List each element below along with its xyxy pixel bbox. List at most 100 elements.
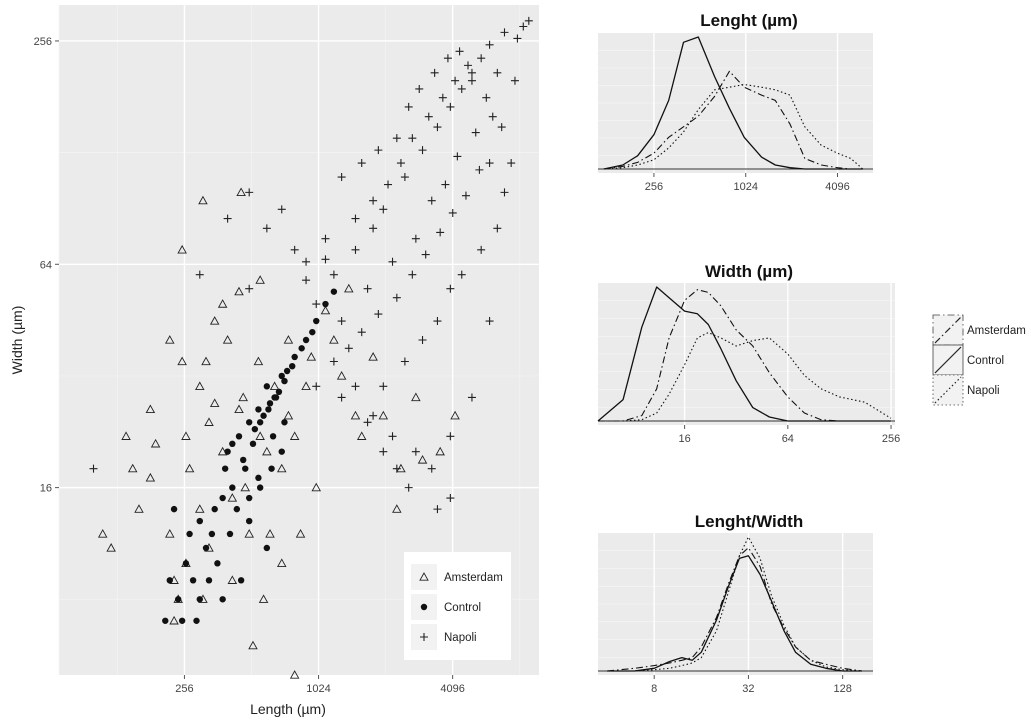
amsterdam-point (306, 352, 317, 361)
napoli-point (446, 102, 455, 111)
amsterdam-point (145, 472, 156, 482)
napoli-point (513, 34, 522, 43)
amsterdam-point (417, 455, 428, 464)
density-panel-length: Lenght (µm) 256 1024 4096 (598, 11, 873, 193)
legend-label: Amsterdam (444, 572, 503, 584)
control-point (245, 517, 253, 525)
x-tick-label: 64 (782, 433, 794, 445)
napoli-point (369, 224, 378, 233)
napoli-point (451, 76, 460, 85)
napoli-point (321, 234, 330, 243)
napoli-point (89, 464, 98, 473)
density-lines-length (603, 36, 864, 170)
density-line-amsterdam (603, 70, 863, 170)
control-point (233, 505, 241, 513)
control-point (229, 484, 236, 491)
amsterdam-point (145, 404, 156, 414)
amsterdam-point (450, 410, 460, 420)
napoli-point (245, 188, 254, 197)
amsterdam-point (106, 543, 116, 552)
napoli-point (357, 328, 366, 337)
amsterdam-point (311, 482, 322, 492)
napoli-point (411, 447, 420, 456)
napoli-point (467, 393, 476, 402)
napoli-point (475, 165, 484, 174)
napoli-point (400, 357, 409, 366)
control-point (162, 617, 169, 624)
x-tick-label: 4096 (440, 683, 464, 695)
napoli-point (392, 293, 401, 302)
control-point (178, 617, 186, 624)
napoli-point (424, 112, 433, 121)
control-point (255, 406, 262, 413)
legend-label: Control (444, 602, 481, 614)
napoli-point (384, 180, 393, 189)
napoli-point (392, 134, 401, 143)
amsterdam-point (265, 529, 275, 538)
control-point (240, 456, 247, 464)
amsterdam-point (198, 195, 208, 205)
density-lines-width (597, 286, 892, 422)
legend-key (411, 564, 437, 590)
napoli-point (477, 54, 486, 63)
amsterdam-point (368, 352, 378, 361)
napoli-point (245, 284, 254, 293)
napoli-point (262, 224, 271, 233)
amsterdam-point (320, 305, 331, 315)
napoli-point (302, 276, 311, 285)
control-point (289, 362, 296, 370)
napoli-point (427, 196, 436, 205)
control-point (208, 530, 216, 538)
y-tick-label: 256 (34, 36, 52, 48)
control-point (202, 544, 210, 552)
scatter-legend: Amsterdam Control Napoli (404, 552, 511, 660)
density-panel-ratio: Lenght/Width 8 32 128 (598, 512, 873, 695)
napoli-point (500, 188, 509, 197)
control-point (251, 425, 259, 433)
napoli-point (446, 432, 455, 441)
napoli-point (457, 270, 466, 279)
y-tick-label: 16 (40, 483, 52, 495)
scatter-y-ticks: 16 64 256 (34, 36, 59, 495)
amsterdam-point (209, 316, 220, 325)
amsterdam-point (253, 356, 264, 366)
legend-marker-control (420, 603, 428, 611)
napoli-point (312, 300, 321, 309)
napoli-point (351, 245, 360, 254)
amsterdam-point (244, 529, 254, 538)
density-line-napoli (598, 332, 892, 422)
amsterdam-point (165, 335, 175, 344)
legend-label: Napoli (967, 385, 1000, 397)
control-point (214, 560, 221, 567)
amsterdam-point (177, 244, 187, 254)
scatter-points (89, 16, 533, 679)
napoli-point (433, 505, 442, 514)
control-point (166, 577, 173, 584)
control-point (260, 412, 267, 419)
napoli-point (446, 494, 455, 503)
control-point (211, 505, 218, 513)
amsterdam-point (350, 410, 361, 420)
amsterdam-point (177, 356, 187, 366)
napoli-point (519, 22, 528, 31)
control-point (189, 577, 197, 584)
control-point (268, 465, 275, 472)
napoli-point (321, 255, 330, 264)
napoli-point (497, 123, 506, 132)
napoli-point (485, 317, 494, 326)
amsterdam-point (269, 381, 280, 390)
control-point (245, 419, 253, 426)
control-point (186, 530, 193, 538)
control-point (229, 440, 236, 448)
control-point (182, 560, 190, 567)
napoli-point (524, 16, 533, 25)
control-point (196, 517, 203, 525)
napoli-point (433, 123, 442, 132)
control-point (266, 400, 274, 407)
napoli-point (329, 270, 338, 279)
density-x-ticks-width: 16 64 256 (678, 425, 900, 445)
control-point (224, 448, 231, 455)
amsterdam-point (248, 640, 258, 650)
density-line-control (597, 286, 891, 422)
napoli-point (455, 47, 464, 56)
